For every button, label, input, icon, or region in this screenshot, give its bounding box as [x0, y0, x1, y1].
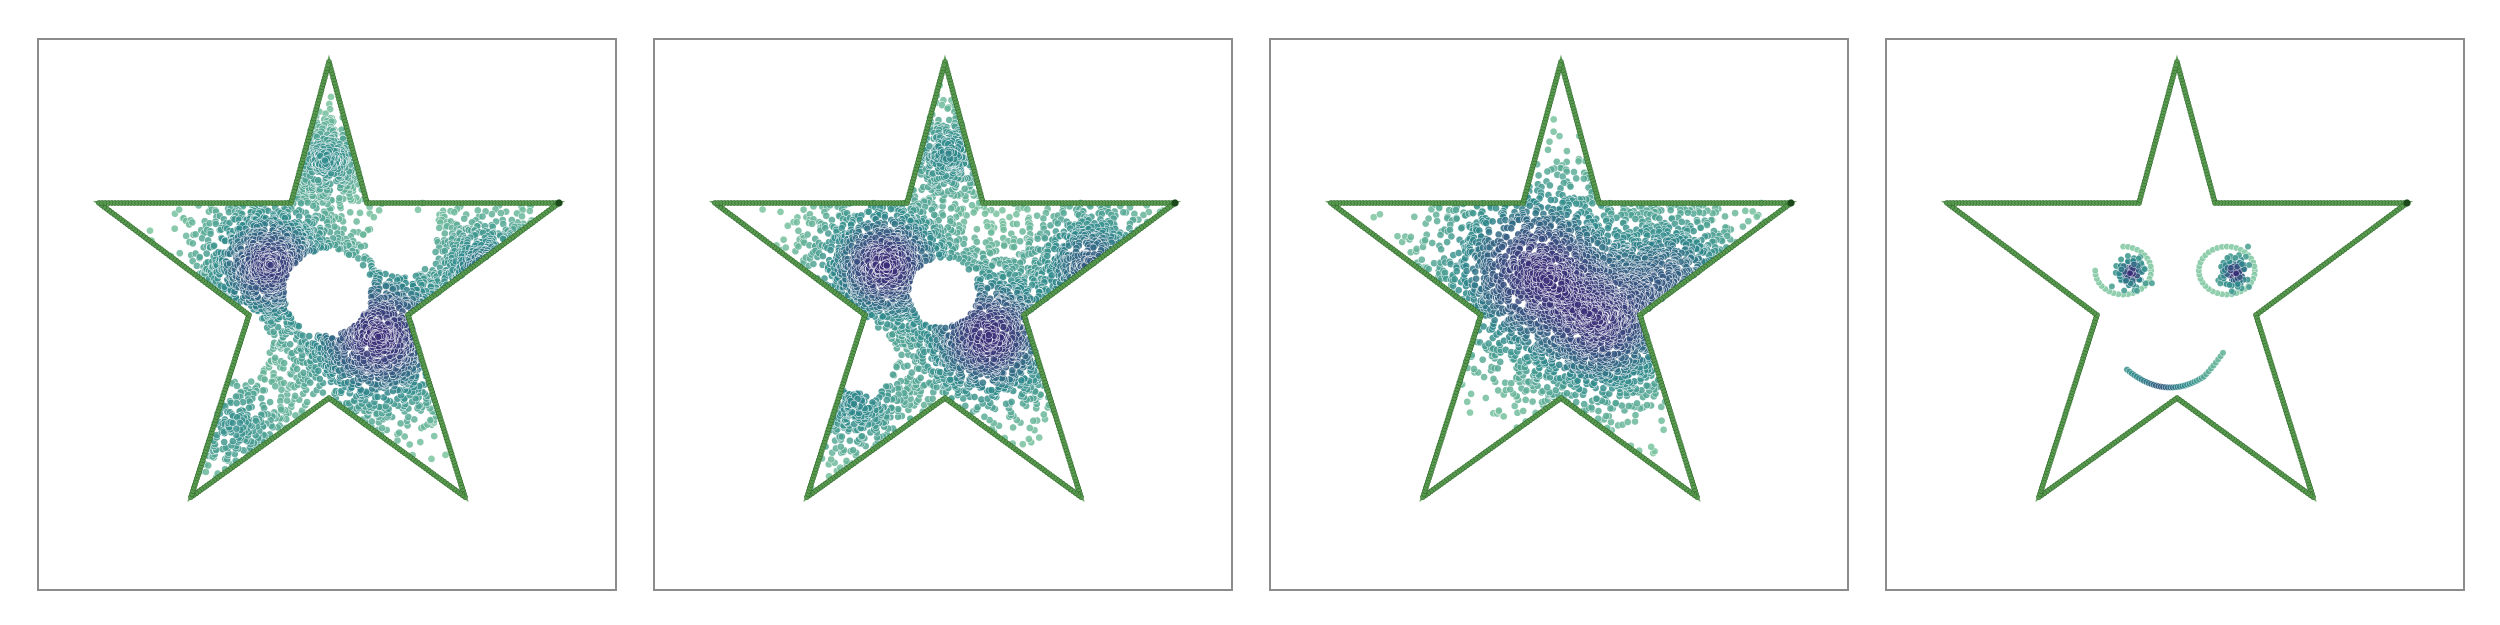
star-anchor-point	[2403, 199, 2411, 207]
panel-2-canvas	[708, 54, 1182, 503]
star-outline	[1324, 54, 1798, 503]
star-outline	[92, 54, 566, 503]
star-outline	[708, 54, 1182, 503]
star-anchor-point	[1171, 199, 1179, 207]
left-eye	[2091, 243, 2156, 299]
panel-1	[37, 38, 617, 591]
smile	[2123, 349, 2227, 391]
star-anchor-point	[1787, 199, 1795, 207]
particle-cloud	[146, 93, 536, 481]
star-anchor-point	[555, 199, 563, 207]
smiley-face	[2091, 243, 2259, 391]
panel-3-canvas	[1324, 54, 1798, 503]
panel-4-canvas	[1940, 54, 2414, 503]
particle-cloud	[758, 81, 1167, 492]
panel-2	[653, 38, 1233, 591]
star-outline	[1940, 54, 2414, 503]
particle-cloud	[1369, 115, 1769, 457]
panel-4	[1885, 38, 2465, 591]
panel-1-canvas	[92, 54, 566, 503]
panel-3	[1269, 38, 1849, 591]
right-eye	[2195, 243, 2259, 299]
